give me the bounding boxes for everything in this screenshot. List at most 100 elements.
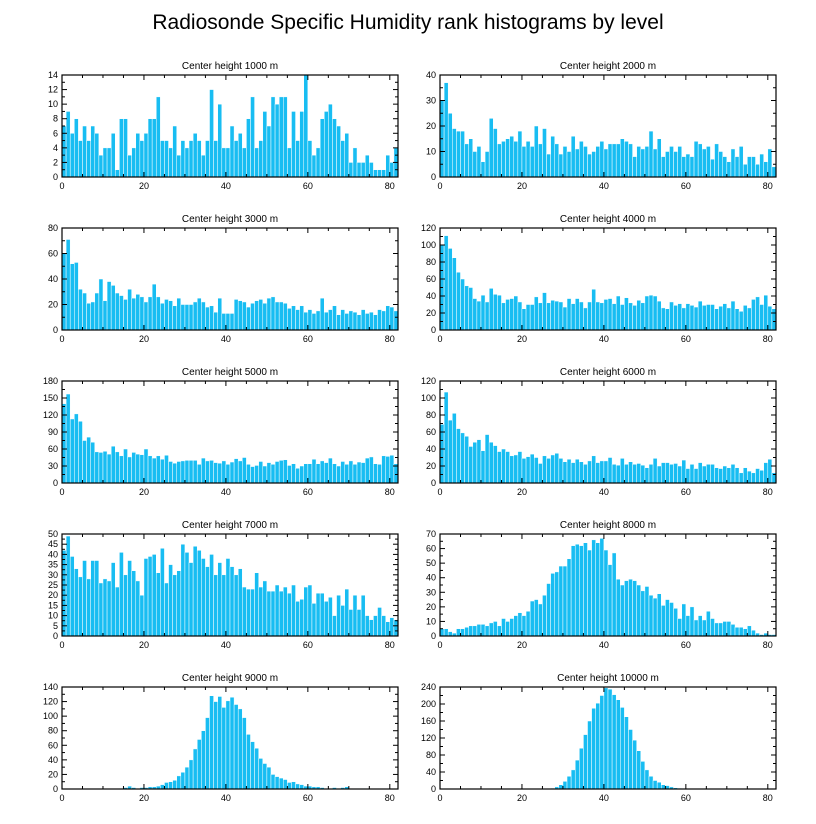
bar — [554, 143, 560, 178]
bar — [493, 445, 498, 484]
x-tick-label: 80 — [763, 487, 773, 497]
bar — [295, 468, 300, 484]
bar — [69, 263, 75, 331]
bar — [364, 457, 370, 484]
bar — [501, 618, 506, 637]
bar — [529, 304, 535, 331]
bar — [176, 154, 182, 178]
x-tick-label: 60 — [303, 181, 313, 191]
bar — [701, 619, 707, 637]
bar — [529, 146, 535, 178]
bar — [447, 113, 453, 178]
bar — [65, 393, 71, 484]
bar — [209, 305, 214, 331]
bar — [233, 704, 239, 790]
bar — [319, 118, 325, 178]
bar — [587, 549, 592, 637]
bar — [61, 403, 67, 484]
bar — [270, 96, 276, 178]
bar — [266, 125, 272, 178]
bar — [360, 594, 366, 637]
bar — [652, 780, 658, 790]
bar — [706, 464, 711, 484]
y-tick-label: 100 — [421, 240, 436, 250]
bar — [464, 627, 469, 637]
bar — [673, 463, 678, 484]
bar — [160, 302, 165, 331]
bar — [656, 465, 662, 484]
bar — [315, 147, 321, 178]
bar — [291, 781, 296, 790]
x-tick-label: 60 — [681, 793, 691, 803]
bar — [135, 294, 141, 331]
bar — [119, 455, 124, 484]
panel-title: Center height 6000 m — [560, 367, 656, 378]
bar — [233, 140, 239, 178]
bar — [611, 552, 617, 637]
bar — [615, 464, 621, 484]
bar — [115, 586, 120, 637]
bar — [213, 462, 218, 484]
bar — [102, 147, 108, 178]
bar — [697, 143, 703, 178]
bar — [669, 146, 674, 178]
bar — [718, 151, 723, 178]
bar — [102, 451, 108, 484]
bar — [332, 118, 337, 178]
y-tick-label: 140 — [43, 682, 58, 692]
bar — [570, 462, 576, 484]
bar — [726, 621, 732, 637]
bar — [648, 294, 654, 331]
bar — [767, 458, 773, 484]
bar — [229, 125, 235, 178]
bar — [484, 151, 490, 178]
y-tick-label: 10 — [48, 99, 58, 109]
bar — [176, 775, 182, 790]
bar — [480, 294, 486, 331]
bar — [147, 556, 153, 637]
x-tick-label: 60 — [303, 640, 313, 650]
bar — [726, 467, 732, 484]
panel-6: Center height 6000 m 0 20 40 60 80 0 20 40 60 80 10… — [421, 367, 777, 497]
bar — [517, 130, 523, 178]
bar — [188, 562, 194, 637]
bar — [65, 535, 71, 637]
bar — [652, 458, 658, 484]
x-tick-label: 0 — [59, 181, 64, 191]
bar — [274, 776, 280, 790]
bar — [591, 455, 596, 484]
bar — [742, 164, 748, 178]
bar — [603, 460, 609, 484]
bar — [225, 558, 231, 637]
bar — [86, 436, 91, 484]
bar — [217, 696, 223, 790]
bar — [673, 151, 678, 178]
panel-title: Center height 5000 m — [182, 367, 278, 378]
bar — [714, 467, 719, 484]
bar — [677, 618, 683, 637]
bar — [595, 301, 601, 331]
bar — [484, 625, 490, 637]
bar — [188, 140, 194, 178]
x-tick-label: 0 — [437, 181, 442, 191]
y-tick-label: 0 — [431, 631, 436, 641]
y-tick-label: 4 — [53, 143, 58, 153]
bar — [661, 605, 666, 637]
bar — [685, 153, 691, 178]
bar — [624, 297, 629, 331]
y-tick-label: 0 — [431, 478, 436, 488]
bar — [209, 554, 214, 637]
y-tick-label: 120 — [421, 376, 436, 386]
x-tick-label: 20 — [139, 487, 149, 497]
bar — [369, 619, 374, 637]
y-tick-label: 120 — [43, 410, 58, 420]
bar — [393, 310, 399, 331]
bar — [566, 458, 572, 484]
bar — [706, 146, 711, 178]
y-tick-label: 40 — [48, 755, 58, 765]
bar — [509, 618, 515, 637]
bar — [180, 140, 186, 178]
bar — [237, 708, 243, 790]
bars — [61, 393, 399, 484]
bar — [538, 603, 543, 637]
